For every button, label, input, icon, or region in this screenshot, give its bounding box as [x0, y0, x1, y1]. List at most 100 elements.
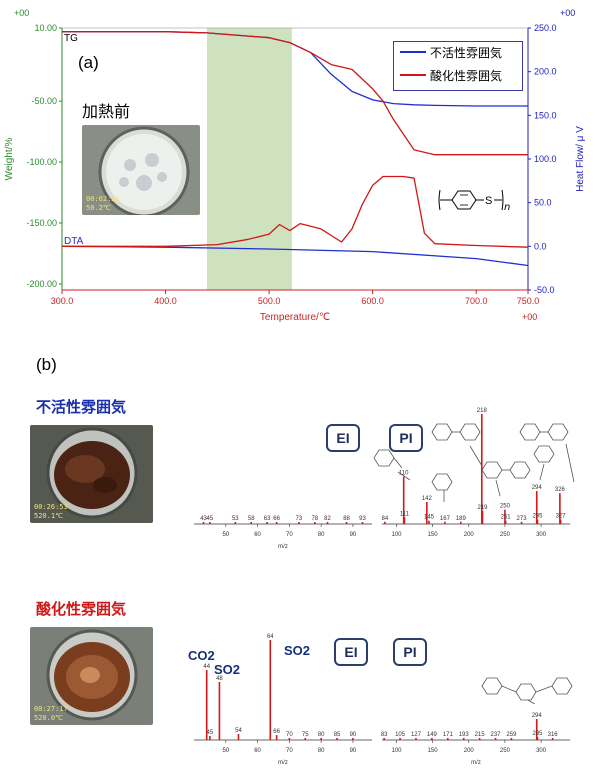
peak-bar-105: [399, 738, 401, 740]
peak-label-295: 295: [532, 514, 543, 520]
x-axis-label: Temperature/℃: [260, 312, 330, 323]
peak-label-259: 259: [506, 732, 517, 738]
peak-bar-250: [504, 509, 506, 524]
peak-bar-218: [480, 414, 483, 524]
x-tick-label: 250: [500, 748, 511, 754]
peak-bar-66: [275, 735, 278, 740]
x-tick-label: 80: [318, 532, 325, 538]
peak-label-48: 48: [216, 676, 223, 682]
peak-bar-215: [478, 738, 481, 740]
oxidative-atmosphere-title: 酸化性雰囲気: [36, 600, 127, 618]
x-tick-label: 90: [350, 532, 357, 538]
inert-dta-line: [62, 245, 528, 267]
peak-bar-48: [218, 682, 221, 740]
peak-label-84: 84: [382, 516, 389, 522]
y-right-axis-label: Heat Flow/ μ V: [575, 126, 586, 192]
peak-label-215: 215: [475, 732, 486, 738]
x-tick-label: 80: [318, 748, 325, 754]
y-right-tick-label: 250.0: [534, 23, 557, 33]
peak-bar-85: [336, 738, 338, 740]
x-axis-label: m/z: [471, 760, 481, 766]
peak-bar-70: [288, 738, 291, 740]
peak-label-63: 63: [264, 516, 271, 522]
peak-bar-58: [250, 522, 253, 524]
peak-bar-90: [352, 738, 354, 740]
corner-label-bottom-right: +00: [522, 312, 537, 322]
peak-bar-54: [237, 734, 240, 740]
peak-bar-142: [426, 502, 428, 524]
peak-bar-327: [559, 519, 562, 524]
x-tick-label: 100: [391, 748, 402, 754]
peak-label-327: 327: [556, 514, 567, 520]
peak-bar-73: [298, 522, 300, 524]
ei-badge-inert: EI: [326, 424, 360, 452]
peak-bar-53: [234, 522, 237, 524]
y-right-tick-label: 50.0: [534, 198, 552, 208]
sample-photo-inert: 00:26:53 520.1℃: [30, 425, 153, 523]
peak-label-193: 193: [459, 732, 470, 738]
photo-time: 00:26:53: [34, 503, 68, 511]
photo-temp: 520.1℃: [34, 512, 63, 520]
so2-label-48: SO2: [214, 662, 241, 677]
peak-label-53: 53: [232, 516, 239, 522]
corner-label-top-left: +00: [14, 8, 29, 18]
inert-atmosphere-title: 不活性雰囲気: [36, 398, 127, 416]
peak-label-294: 294: [532, 485, 543, 491]
peak-label-85: 85: [334, 732, 341, 738]
peak-bar-127: [415, 738, 417, 740]
x-tick-label: 200: [464, 748, 475, 754]
peak-bar-45: [209, 522, 211, 524]
pi-badge-inert: PI: [389, 424, 423, 452]
x-tick-label: 50: [222, 748, 229, 754]
x-tick-label: 600.0: [361, 296, 384, 306]
x-tick-label: 70: [286, 532, 293, 538]
panel-b-label: (b): [36, 355, 57, 374]
peak-label-83: 83: [381, 732, 388, 738]
peak-label-82: 82: [324, 516, 331, 522]
x-tick-label: 60: [254, 532, 261, 538]
legend-label-inert: 不活性雰囲気: [430, 46, 503, 60]
peak-bar-111: [403, 517, 406, 524]
x-tick-label: 500.0: [258, 296, 281, 306]
poly-phenylene-sulfide-structure: S: [438, 189, 504, 211]
panel-a-label: (a): [78, 53, 99, 72]
peak-label-44: 44: [203, 664, 210, 670]
x-tick-label: 300: [536, 748, 547, 754]
sample-photo-oxidative: 00:27:17 520.0℃: [30, 627, 153, 725]
y-right-tick-label: -50.0: [534, 285, 555, 295]
peak-bar-45: [209, 736, 211, 740]
shaded-temperature-region: [206, 28, 292, 290]
peak-label-58: 58: [248, 516, 255, 522]
tg-curve-label: TG: [64, 33, 78, 44]
x-tick-label: 50: [222, 532, 229, 538]
peak-label-90: 90: [350, 732, 357, 738]
peak-bar-82: [326, 522, 329, 524]
legend-swatch-inert: [400, 51, 426, 53]
photo-temp: 50.2℃: [86, 204, 111, 212]
ms-oxidative-pi: 100 150 200 250 300 m/z 83 105 127 149 171 193 215 23…: [381, 713, 570, 766]
y-left-tick-label: -150.00: [26, 218, 57, 228]
x-tick-label: 300: [536, 532, 547, 538]
dta-curve-label: DTA: [64, 236, 84, 247]
x-axis-label: m/z: [278, 544, 288, 550]
peak-label-88: 88: [343, 516, 350, 522]
x-tick-label: 750.0: [517, 296, 540, 306]
x-tick-label: 200: [464, 532, 475, 538]
peak-bar-63: [266, 522, 268, 524]
y-right-tick-label: 200.0: [534, 67, 557, 77]
peak-label-93: 93: [359, 516, 366, 522]
ms-inert-pi: 100 150 200 250 300 84 110 111 142 145 167 189 218 21…: [382, 408, 570, 538]
ms-oxidative-ei: 50 60 70 80 90 m/z 44 45 48 54 64 66 70 75 80 85 90: [194, 634, 372, 766]
peak-label-80: 80: [318, 732, 325, 738]
peak-label-218: 218: [477, 408, 488, 414]
peak-bar-219: [481, 510, 484, 524]
co2-label: CO2: [188, 648, 215, 663]
peak-label-127: 127: [411, 732, 422, 738]
peak-label-171: 171: [443, 732, 454, 738]
peak-bar-75: [304, 738, 307, 740]
peak-bar-88: [345, 522, 348, 524]
peak-bar-259: [510, 738, 513, 740]
peak-label-294: 294: [532, 713, 543, 719]
peak-label-64: 64: [267, 634, 274, 640]
tg-dta-chart: 300.0 400.0 500.0 600.0 700.0 750.0 10.00 -50.0…: [4, 8, 586, 323]
